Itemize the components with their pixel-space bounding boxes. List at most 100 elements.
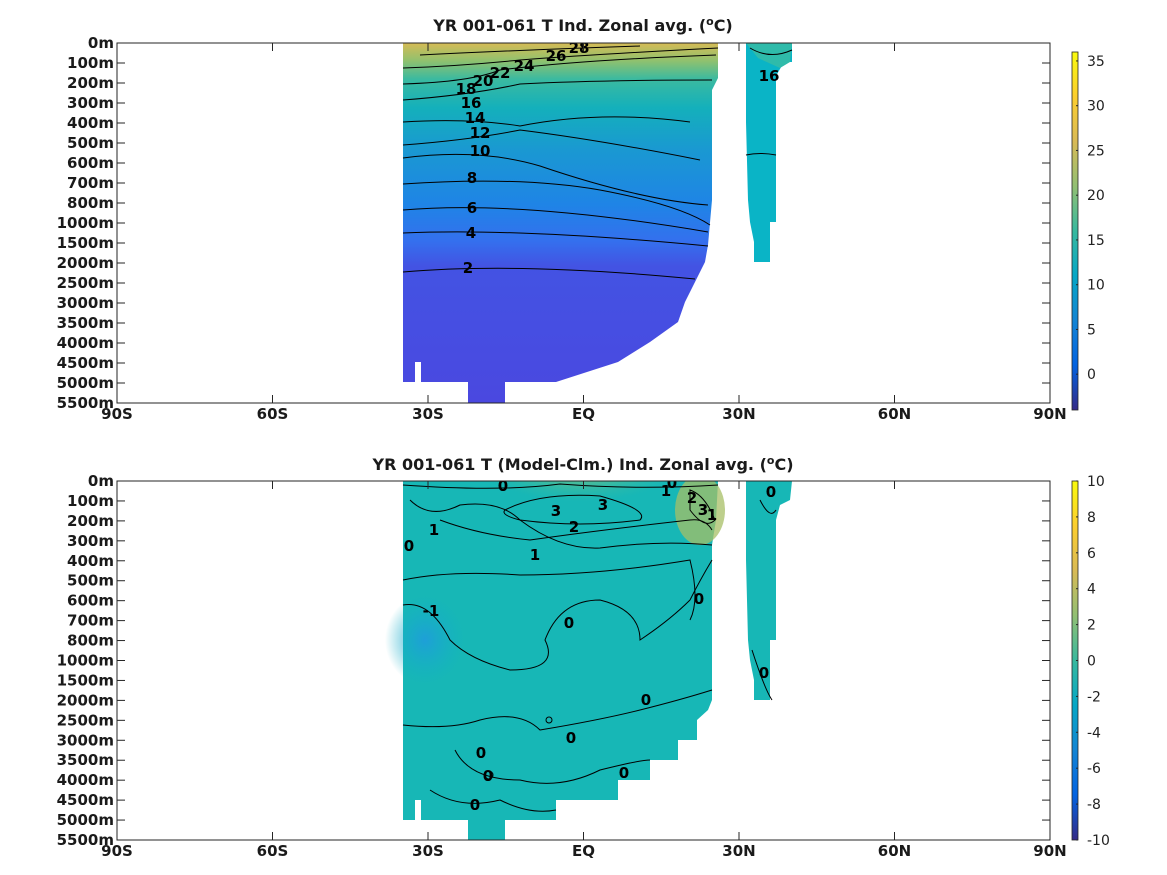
y-tick-label: 400m	[67, 552, 114, 570]
contour-label: 0	[476, 744, 486, 762]
colorbar-tick-label: 5	[1087, 322, 1096, 338]
y-tick-label: 600m	[67, 154, 114, 172]
contour-label: 1	[707, 506, 717, 524]
y-tick-label: 800m	[67, 632, 114, 650]
y-tick-label: 700m	[67, 174, 114, 192]
y-axis: 0m100m200m300m400m500m600m700m800m1000m1…	[57, 472, 1050, 849]
colorbar-tick-label: -4	[1087, 725, 1101, 741]
contour-label: 0	[667, 474, 677, 492]
contour-label: 0	[470, 796, 480, 814]
contour-label: 28	[569, 39, 590, 57]
colorbar-tick-label: 6	[1087, 546, 1096, 562]
y-tick-label: 500m	[67, 134, 114, 152]
contour-label: 3	[698, 501, 708, 519]
colorbar-tick-label: 2	[1087, 618, 1096, 634]
contour-label: 10	[470, 142, 491, 160]
colorbar-tick-label: 0	[1087, 367, 1096, 383]
contour-label: 1	[661, 482, 671, 500]
x-tick-label: EQ	[572, 405, 595, 423]
contour-labels: 28 26 24 22 20 18 16 14 12 10 8 6 4 2 16	[456, 39, 780, 277]
x-tick-label: 90S	[101, 842, 133, 860]
colorbar-tick-label: 35	[1087, 54, 1105, 70]
y-tick-label: 0m	[88, 472, 114, 490]
y-tick-label: 600m	[67, 592, 114, 610]
y-tick-label: 300m	[67, 94, 114, 112]
x-tick-label: 90N	[1033, 842, 1066, 860]
contour-label: 26	[546, 47, 567, 65]
y-tick-label: 300m	[67, 532, 114, 550]
y-tick-label: 400m	[67, 114, 114, 132]
contour-label: 6	[467, 199, 477, 217]
contour-label: 0	[619, 764, 629, 782]
y-tick-label: 1000m	[57, 214, 114, 232]
contour-label: 0	[498, 477, 508, 495]
colorbar-tick-label: 0	[1087, 654, 1096, 670]
contour-label: 0	[759, 664, 769, 682]
x-tick-label: 30N	[722, 405, 755, 423]
colorbar-tick-label: -2	[1087, 689, 1101, 705]
y-tick-label: 3000m	[57, 294, 114, 312]
colorbar: 10 8 6 4 2 0 -2 -4 -6 -8 -10	[1071, 474, 1110, 849]
colorbar-tick-label: 4	[1087, 582, 1096, 598]
panel-temperature-anomaly: YR 001-061 T (Model-Clm.) Ind. Zonal avg…	[57, 454, 1110, 860]
x-axis: 90S 60S 30S EQ 30N 60N 90N	[101, 43, 1067, 423]
y-tick-label: 500m	[67, 572, 114, 590]
y-tick-label: 100m	[67, 492, 114, 510]
contour-label: 8	[467, 169, 477, 187]
colorbar: 35 30 25 20 15 10 5 0	[1071, 51, 1105, 411]
x-tick-label: 90N	[1033, 405, 1066, 423]
contour-label: 2	[687, 489, 697, 507]
colorbar-scale	[1071, 51, 1079, 411]
y-tick-label: 2000m	[57, 254, 114, 272]
contour-label: 16	[759, 67, 780, 85]
y-tick-label: 1000m	[57, 652, 114, 670]
chart-title: YR 001-061 T (Model-Clm.) Ind. Zonal avg…	[371, 454, 793, 474]
y-tick-label: 5500m	[57, 831, 114, 849]
y-tick-label: 700m	[67, 612, 114, 630]
y-tick-label: 800m	[67, 194, 114, 212]
y-tick-label: 2500m	[57, 711, 114, 729]
y-tick-label: 1500m	[57, 234, 114, 252]
y-tick-label: 100m	[67, 54, 114, 72]
contour-labels: 0 1 1 3 3 2 1 2 3 0 0 1 -1 0 0 0 0 0 0 0	[404, 474, 776, 814]
contour-label: 14	[465, 109, 486, 127]
contour-label: -1	[423, 602, 440, 620]
contour-label: 1	[530, 546, 540, 564]
colorbar-tick-label: 10	[1087, 278, 1105, 294]
colorbar-tick-label: -10	[1087, 833, 1110, 849]
y-tick-label: 3000m	[57, 731, 114, 749]
y-tick-label: 2500m	[57, 274, 114, 292]
contour-label: 1	[429, 521, 439, 539]
y-tick-label: 3500m	[57, 314, 114, 332]
colorbar-tick-label: 25	[1087, 143, 1105, 159]
contour-label: 3	[551, 502, 561, 520]
x-tick-label: 90S	[101, 405, 133, 423]
x-tick-label: 60N	[878, 842, 911, 860]
y-axis: 0m100m200m300m400m500m600m700m800m1000m1…	[57, 34, 1050, 412]
y-tick-label: 4000m	[57, 771, 114, 789]
x-tick-label: 60S	[257, 842, 289, 860]
contour-label: 0	[641, 691, 651, 709]
colorbar-tick-label: -8	[1087, 797, 1101, 813]
y-tick-label: 1500m	[57, 671, 114, 689]
y-tick-label: 200m	[67, 512, 114, 530]
y-tick-label: 200m	[67, 74, 114, 92]
chart-title: YR 001-061 T Ind. Zonal avg. (oC)	[432, 15, 733, 35]
x-tick-label: EQ	[572, 842, 595, 860]
x-tick-label: 30N	[722, 842, 755, 860]
y-tick-label: 5000m	[57, 811, 114, 829]
y-tick-label: 4000m	[57, 334, 114, 352]
y-tick-label: 3500m	[57, 751, 114, 769]
y-tick-label: 5500m	[57, 394, 114, 412]
y-tick-label: 4500m	[57, 354, 114, 372]
x-tick-label: 60N	[878, 405, 911, 423]
contour-label: 22	[490, 64, 511, 82]
contour-label: 2	[569, 518, 579, 536]
colorbar-tick-label: 8	[1087, 510, 1096, 526]
x-tick-label: 60S	[257, 405, 289, 423]
contour-label: 4	[466, 224, 476, 242]
contour-label: 0	[404, 537, 414, 555]
y-tick-label: 2000m	[57, 691, 114, 709]
contour-label: 0	[564, 614, 574, 632]
